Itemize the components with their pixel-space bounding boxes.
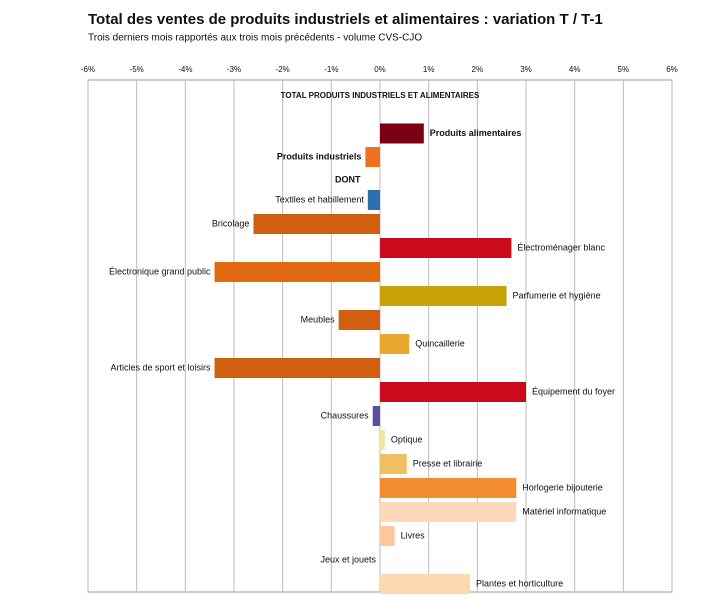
bar-label: Meubles (301, 314, 336, 324)
x-tick-label: -3% (227, 65, 241, 74)
bar (372, 406, 380, 426)
bar-label: TOTAL PRODUITS INDUSTRIELS ET ALIMENTAIR… (281, 91, 480, 100)
x-tick-label: -4% (178, 65, 192, 74)
bar (338, 310, 380, 330)
bar-label: Jeux et jouets (320, 554, 376, 564)
bar-label: Électroménager blanc (517, 242, 605, 252)
x-tick-label: -6% (81, 65, 95, 74)
bar-label: Bricolage (212, 218, 250, 228)
x-tick-label: 1% (423, 65, 435, 74)
bar-label: Équipement du foyer (532, 386, 615, 396)
bar-label: Presse et librairie (413, 458, 483, 468)
x-tick-label: 0% (374, 65, 386, 74)
chart-subtitle: Trois derniers mois rapportés aux trois … (88, 33, 422, 44)
bar-label: Plantes et horticulture (476, 578, 563, 588)
bar-label: Matériel informatique (522, 506, 606, 516)
bar-label: Textiles et habillement (275, 194, 364, 204)
bar (380, 334, 410, 354)
bar-label: Parfumerie et hygiène (513, 290, 601, 300)
bar (214, 262, 380, 282)
bar-label: Optique (391, 434, 423, 444)
x-tick-label: 3% (520, 65, 532, 74)
x-tick-label: -2% (276, 65, 290, 74)
bar (380, 526, 395, 546)
bar-label: Articles de sport et loisirs (110, 362, 211, 372)
bar (380, 123, 424, 144)
bar-label: Électronique grand public (109, 266, 211, 276)
bar-label: Produits industriels (277, 151, 362, 161)
x-tick-label: -5% (130, 65, 144, 74)
bar (214, 358, 380, 378)
x-tick-label: 5% (618, 65, 630, 74)
bar (380, 502, 517, 522)
x-tick-label: 2% (472, 65, 484, 74)
x-tick-label: -1% (324, 65, 338, 74)
chart-title: Total des ventes de produits industriels… (88, 11, 603, 28)
bar (367, 190, 380, 210)
bar (380, 478, 517, 498)
bar (380, 286, 507, 306)
bar (253, 214, 380, 234)
bar-label: Produits alimentaires (430, 128, 522, 138)
bar-label: Quincaillerie (415, 338, 465, 348)
group-label: DONT (335, 174, 361, 184)
x-tick-label: 4% (569, 65, 581, 74)
bar-label: Horlogerie bijouterie (522, 482, 603, 492)
bar (380, 454, 407, 474)
bar (380, 238, 512, 258)
bar (380, 382, 526, 402)
bar-label: Livres (401, 530, 426, 540)
bar-label: Chaussures (321, 410, 370, 420)
bar (365, 147, 380, 167)
bar (380, 430, 385, 450)
x-tick-label: 6% (666, 65, 678, 74)
bar (380, 574, 471, 594)
